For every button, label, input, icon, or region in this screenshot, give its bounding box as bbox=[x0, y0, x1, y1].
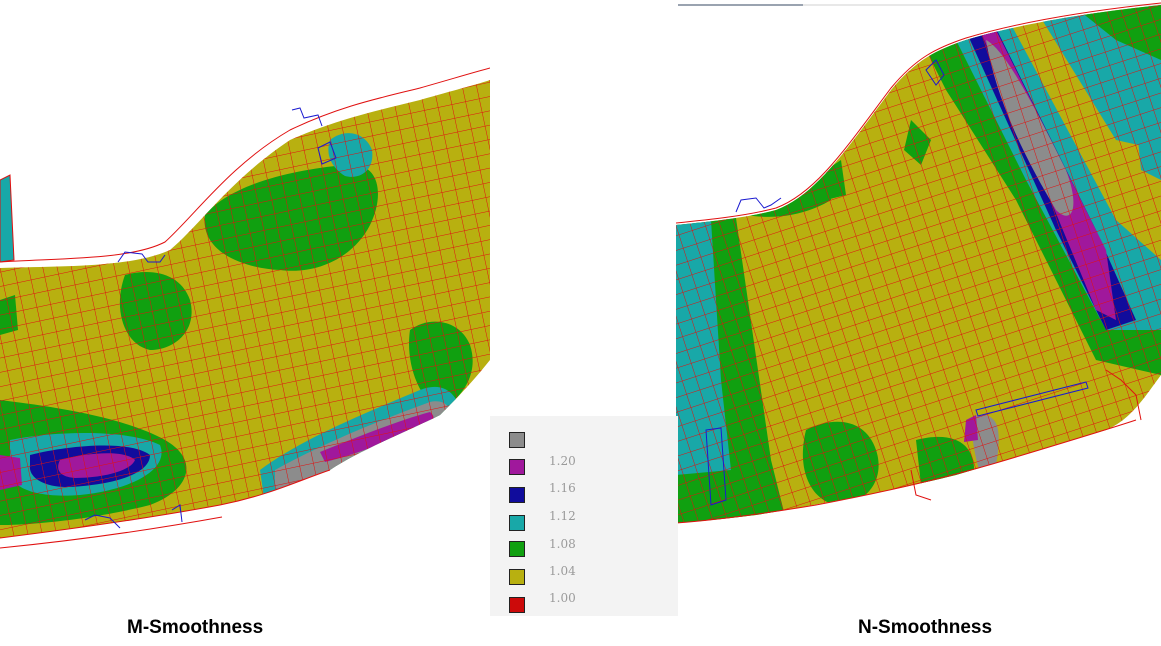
legend-label: 1.00 bbox=[549, 591, 576, 605]
boundary-outline bbox=[84, 107, 337, 529]
m-smoothness-caption: M-Smoothness bbox=[127, 617, 264, 638]
legend-label: 1.08 bbox=[549, 537, 576, 551]
legend-swatch-blue bbox=[509, 487, 525, 503]
legend: 1.20 1.16 1.12 1.08 1.04 1.00 bbox=[490, 416, 678, 616]
legend-swatch-olive bbox=[509, 569, 525, 585]
legend-label: 1.04 bbox=[549, 564, 576, 578]
n-smoothness-caption: N-Smoothness bbox=[858, 617, 993, 638]
legend-label: 1.12 bbox=[549, 509, 576, 523]
legend-swatch-purple bbox=[509, 459, 525, 475]
top-divider-accent bbox=[678, 4, 803, 6]
legend-label: 1.20 bbox=[549, 454, 576, 468]
boundary-outline bbox=[705, 59, 1089, 506]
legend-swatch-cyan bbox=[509, 515, 525, 531]
legend-swatch-grey bbox=[509, 432, 525, 448]
lower-bank-strip bbox=[0, 469, 331, 549]
n-smoothness-mesh bbox=[676, 2, 1161, 524]
legend-label: 1.16 bbox=[549, 481, 576, 495]
legend-swatch-red bbox=[509, 597, 525, 613]
mesh-outline bbox=[676, 2, 1161, 524]
legend-swatch-green bbox=[509, 541, 525, 557]
m-smoothness-mesh bbox=[0, 67, 490, 549]
left-bank-strip bbox=[0, 174, 15, 263]
top-divider bbox=[678, 4, 1161, 6]
